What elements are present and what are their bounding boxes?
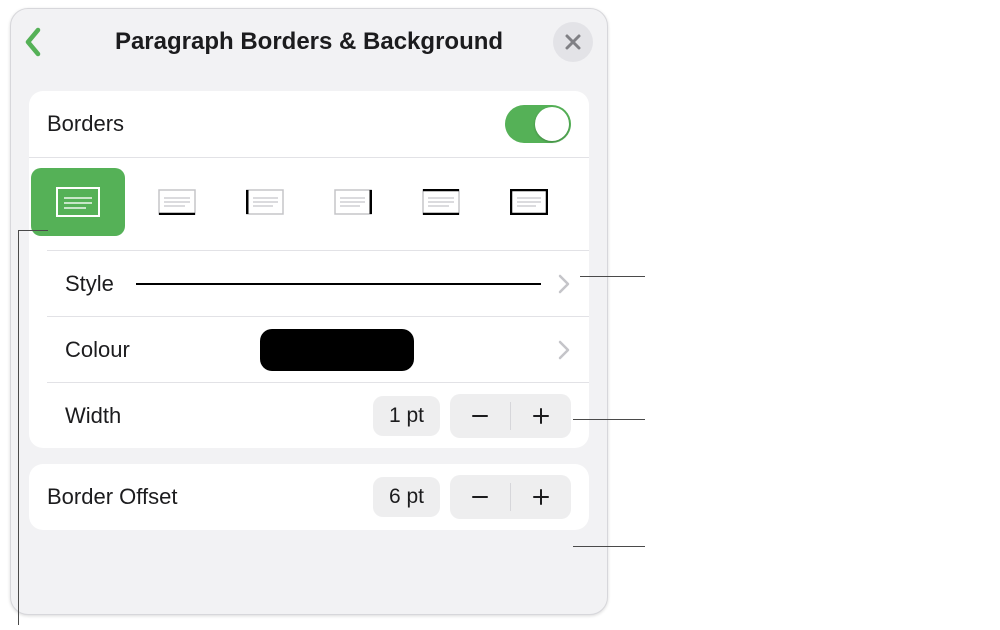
border-offset-row: Border Offset 6 pt xyxy=(29,464,589,530)
border-outline-icon xyxy=(510,189,548,215)
border-option-left[interactable] xyxy=(229,178,301,226)
style-label: Style xyxy=(65,271,114,297)
border-option-outline[interactable] xyxy=(493,178,565,226)
border-left-icon xyxy=(246,189,284,215)
border-offset-stepper xyxy=(450,475,571,519)
toggle-knob xyxy=(535,107,569,141)
borders-toggle[interactable] xyxy=(505,105,571,143)
style-disclosure xyxy=(557,273,571,295)
close-button[interactable] xyxy=(553,22,593,62)
callout-line xyxy=(573,419,645,420)
style-preview-line xyxy=(136,283,541,285)
callout-line xyxy=(580,276,645,277)
border-all-icon xyxy=(56,187,100,217)
width-stepper xyxy=(450,394,571,438)
colour-disclosure xyxy=(557,339,571,361)
border-offset-value[interactable]: 6 pt xyxy=(373,477,440,517)
minus-icon xyxy=(470,406,490,426)
border-offset-section: Border Offset 6 pt xyxy=(29,464,589,530)
width-increment[interactable] xyxy=(511,394,571,438)
callout-line xyxy=(18,230,48,231)
back-button[interactable] xyxy=(19,20,47,64)
borders-background-panel: Paragraph Borders & Background Borders xyxy=(10,8,608,615)
border-option-all[interactable] xyxy=(31,168,125,236)
minus-icon xyxy=(470,487,490,507)
offset-decrement[interactable] xyxy=(450,475,510,519)
style-row[interactable]: Style xyxy=(47,250,589,316)
chevron-left-icon xyxy=(24,27,42,57)
width-row: Width 1 pt xyxy=(47,382,589,448)
callout-line xyxy=(573,546,645,547)
plus-icon xyxy=(531,406,551,426)
close-icon xyxy=(565,34,581,50)
width-label: Width xyxy=(65,403,121,429)
border-option-right[interactable] xyxy=(317,178,389,226)
border-option-top-bottom[interactable] xyxy=(405,178,477,226)
plus-icon xyxy=(531,487,551,507)
offset-increment[interactable] xyxy=(511,475,571,519)
chevron-right-icon xyxy=(558,340,570,360)
borders-label: Borders xyxy=(47,111,124,137)
panel-header: Paragraph Borders & Background xyxy=(11,9,607,75)
border-offset-label: Border Offset xyxy=(47,484,177,510)
border-top-bottom-icon xyxy=(422,189,460,215)
colour-row[interactable]: Colour xyxy=(47,316,589,382)
border-position-picker xyxy=(29,157,589,250)
width-decrement[interactable] xyxy=(450,394,510,438)
borders-toggle-row: Borders xyxy=(29,91,589,157)
colour-label: Colour xyxy=(65,337,130,363)
width-value[interactable]: 1 pt xyxy=(373,396,440,436)
border-option-bottom[interactable] xyxy=(141,178,213,226)
borders-section: Borders xyxy=(29,91,589,448)
border-right-icon xyxy=(334,189,372,215)
callout-line xyxy=(18,230,19,625)
colour-swatch xyxy=(260,329,414,371)
border-bottom-icon xyxy=(158,189,196,215)
chevron-right-icon xyxy=(558,274,570,294)
panel-title: Paragraph Borders & Background xyxy=(115,28,503,56)
